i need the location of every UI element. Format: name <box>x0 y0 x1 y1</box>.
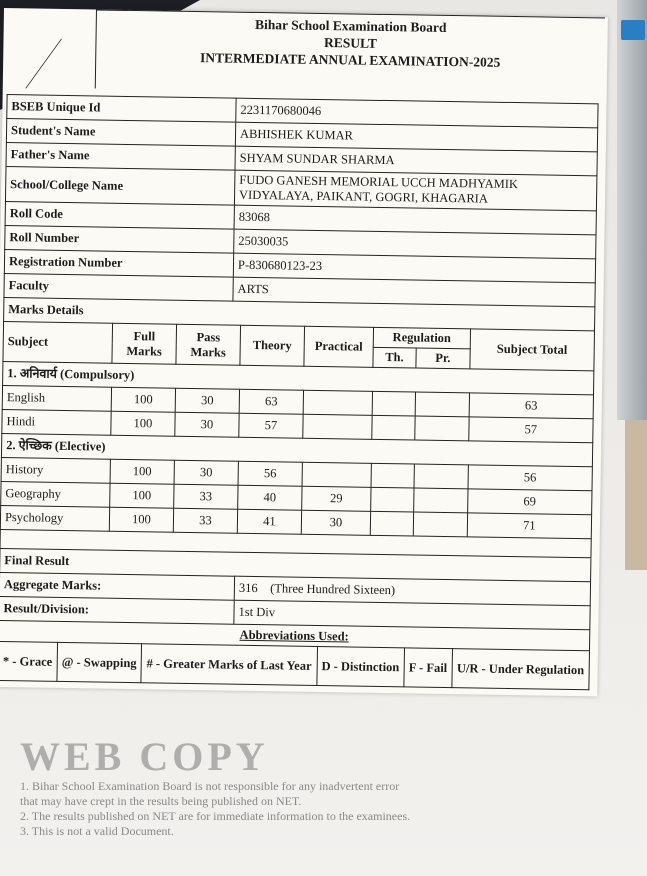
header-area: Bihar School Examination Board RESULT IN… <box>7 8 605 99</box>
reg-pr <box>413 487 468 513</box>
subject-total: 63 <box>468 392 594 419</box>
reg-pr <box>413 463 469 489</box>
practical-marks: 30 <box>301 510 371 536</box>
theory-marks: 56 <box>238 461 303 487</box>
subject-total: 71 <box>467 512 592 539</box>
info-label: Roll Number <box>4 225 235 254</box>
subject-total: 56 <box>467 464 593 491</box>
full-marks: 100 <box>110 459 175 485</box>
web-copy-watermark: WEB COPY <box>20 734 269 779</box>
subject-total: 69 <box>467 488 592 515</box>
theory-marks: 41 <box>237 509 302 535</box>
full-marks: 100 <box>111 387 176 413</box>
col-reg-pr: Pr. <box>415 348 471 369</box>
marks-table: Marks Details Subject Full Marks Pass Ma… <box>0 298 595 539</box>
practical-marks <box>303 390 373 416</box>
watermark-area: WEB COPY 1. Bihar School Examination Boa… <box>20 735 620 839</box>
subject-name: Hindi <box>1 409 112 436</box>
pass-marks: 30 <box>174 460 239 486</box>
student-info-table: BSEB Unique Id 2231170680046 Student's Nam… <box>3 94 599 307</box>
abbreviation-item: * - Grace <box>0 641 58 682</box>
abbreviation-item: U/R - Under Regulation <box>451 648 590 690</box>
reg-th <box>370 511 414 536</box>
aggregate-label: Aggregate Marks: <box>0 572 235 601</box>
col-practical: Practical <box>303 326 374 368</box>
disclaimer-line: that may have crept in the results being… <box>20 794 302 808</box>
subject-name: English <box>2 385 112 412</box>
info-label: Father's Name <box>6 142 236 171</box>
final-result-table: Final Result Aggregate Marks: 316 (Three … <box>0 530 592 630</box>
disclaimer-watermark: 1. Bihar School Examination Board is not… <box>20 779 620 839</box>
disclaimer-line: 1. Bihar School Examination Board is not… <box>20 779 400 793</box>
pass-marks: 30 <box>175 388 240 414</box>
info-label: Registration Number <box>4 249 234 278</box>
info-value: FUDO GANESH MEMORIAL UCCH MADHYAMIK VIDY… <box>234 170 597 211</box>
reg-th <box>371 463 415 488</box>
reg-th <box>371 415 415 441</box>
pass-marks: 33 <box>173 508 238 534</box>
reg-th <box>372 391 416 417</box>
disclaimer-line: 3. This is not a valid Document. <box>20 824 174 838</box>
theory-marks: 57 <box>238 413 304 439</box>
full-marks: 100 <box>109 507 174 533</box>
abbreviations-table: Abbreviations Used: * - Grace @ - Swappin… <box>0 620 590 690</box>
division-label: Result/Division: <box>0 596 235 625</box>
background-desk <box>625 420 647 570</box>
abbreviation-item: # - Greater Marks of Last Year <box>141 643 318 686</box>
reg-th <box>370 487 414 512</box>
document-header: Bihar School Examination Board RESULT IN… <box>97 13 604 72</box>
disclaimer-line: 2. The results published on NET are for … <box>20 809 411 823</box>
result-document: Bihar School Examination Board RESULT IN… <box>0 8 608 697</box>
subject-name: Psychology <box>0 505 110 532</box>
practical-marks <box>302 462 372 488</box>
reg-pr <box>413 511 468 537</box>
abbreviation-item: @ - Swapping <box>56 642 142 683</box>
info-label: Roll Code <box>5 201 235 230</box>
practical-marks: 29 <box>301 486 372 512</box>
subject-total: 57 <box>468 416 594 443</box>
theory-marks: 63 <box>239 389 304 415</box>
background-monitor <box>617 0 647 420</box>
col-theory: Theory <box>239 325 305 367</box>
full-marks: 100 <box>109 483 175 509</box>
reg-pr <box>414 392 470 417</box>
practical-marks <box>302 414 373 440</box>
pass-marks: 33 <box>173 484 239 510</box>
col-subject-total: Subject Total <box>469 328 595 371</box>
subject-name: Geography <box>0 481 111 508</box>
pass-marks: 30 <box>174 412 240 438</box>
col-pass-marks: Pass Marks <box>175 324 241 366</box>
full-marks: 100 <box>110 411 176 437</box>
subject-name: History <box>1 457 111 484</box>
abbreviation-item: F - Fail <box>403 647 453 688</box>
info-label: School/College Name <box>5 166 235 206</box>
info-label: Student's Name <box>6 118 236 147</box>
col-full-marks: Full Marks <box>111 323 177 365</box>
theory-marks: 40 <box>237 485 303 511</box>
col-reg-th: Th. <box>372 347 417 369</box>
info-label: Faculty <box>3 273 234 302</box>
col-subject: Subject <box>2 321 113 364</box>
col-regulation: Regulation <box>373 327 471 349</box>
info-label: BSEB Unique Id <box>6 94 237 123</box>
reg-pr <box>414 416 469 441</box>
abbreviation-item: D - Distinction <box>316 646 405 687</box>
